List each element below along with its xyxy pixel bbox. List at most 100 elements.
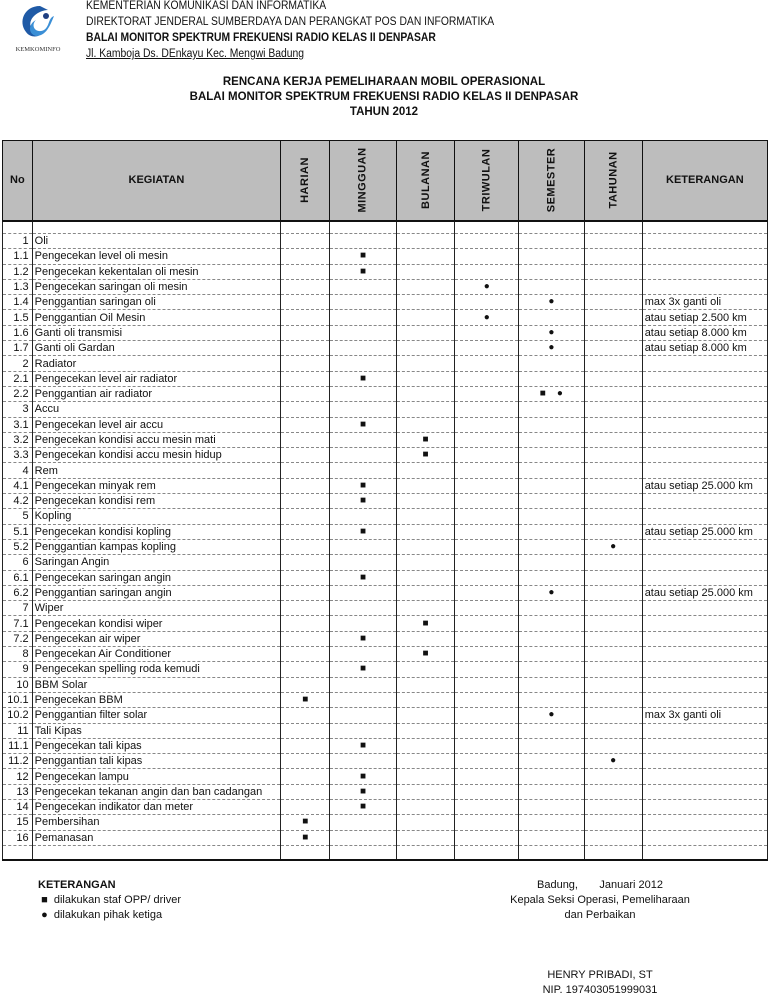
table-row: 1.2 Pengecekan kekentalan oli mesin ■ [2,264,768,280]
mark-harian [280,279,331,296]
mark-triwulan [454,524,520,540]
table-row: 7.2 Pengecekan air wiper ■ [2,631,768,648]
mark-bulanan [395,493,456,510]
row-no: 4 [2,462,33,479]
row-kegiatan: Wiper [31,600,282,617]
table-row: 13 Pengecekan tekanan angin dan ban cadan… [2,784,768,800]
row-keterangan [641,738,768,755]
mark-triwulan [454,646,520,663]
row-keterangan [641,508,768,525]
mark-triwulan [454,661,520,678]
mark-harian: ■ [280,692,331,709]
mark-triwulan [454,707,520,724]
row-keterangan [641,539,768,556]
mark-semester [518,784,585,800]
mark-triwulan: ● [454,309,520,326]
signer-role: Kepala Seksi Operasi, Pemeliharaan [510,894,690,906]
table-row: 6.2 Penggantian saringan angin ● atau setia… [2,585,768,602]
row-no: 12 [2,768,33,785]
mark-semester [518,570,585,586]
mark-semester [518,830,585,846]
row-no: 1.2 [2,264,33,280]
mark-tahunan [583,340,643,357]
mark-tahunan [583,554,643,571]
row-keterangan: atau setiap 8.000 km [641,325,768,342]
row-kegiatan: Pengecekan kondisi accu mesin hidup [31,447,282,464]
row-no: 7.2 [2,631,33,648]
svg-text:KEMKOMINFO: KEMKOMINFO [16,46,61,53]
mark-mingguan [329,355,397,372]
mark-semester [518,279,585,296]
mark-tahunan [583,432,643,449]
mark-harian [280,401,331,418]
mark-triwulan [454,814,520,831]
row-keterangan [641,768,768,785]
mark-tahunan [583,417,643,433]
title-line: BALAI MONITOR SPEKTRUM FREKUENSI RADIO K… [189,91,579,103]
row-kegiatan: Penggantian filter solar [31,707,282,724]
mark-harian [280,340,331,357]
table-row: 12 Pengecekan lampu ■ [2,768,768,785]
mark-semester [518,646,585,663]
mark-semester [518,677,585,693]
mark-mingguan [329,233,397,250]
mark-triwulan [454,554,520,571]
row-no: 2 [2,355,33,372]
row-kegiatan: Pengecekan kondisi kopling [31,524,282,540]
row-no: 14 [2,799,33,816]
square-icon: ■ [41,894,48,906]
signer: HENRY PRIBADI, ST NIP. 197403051999031 [470,968,730,998]
table-row: 1.6 Ganti oli transmisi ● atau setiap 8.000… [2,325,768,342]
mark-triwulan [454,233,520,250]
mark-tahunan [583,279,643,296]
mark-mingguan: ■ [329,799,397,816]
mark-bulanan [395,753,456,770]
empty-row [2,845,768,862]
row-keterangan [641,784,768,800]
mark-harian [280,554,331,571]
row-kegiatan: Pengecekan tali kipas [31,738,282,755]
row-no: 1.6 [2,325,33,342]
mark-triwulan [454,692,520,709]
row-kegiatan: Penggantian tali kipas [31,753,282,770]
row-keterangan [641,631,768,648]
row-no: 3.2 [2,432,33,449]
title-line: RENCANA KERJA PEMELIHARAAN MOBIL OPERASI… [222,76,546,88]
row-no: 3 [2,401,33,418]
mark-harian [280,631,331,648]
mark-bulanan: ■ [395,432,456,449]
mark-tahunan [583,462,643,479]
mark-triwulan [454,585,520,602]
table-row: 10 BBM Solar [2,677,768,693]
mark-semester [518,723,585,739]
mark-tahunan [583,248,643,265]
mark-semester [518,309,585,326]
mark-harian [280,585,331,602]
row-keterangan [641,493,768,510]
row-no: 5 [2,508,33,525]
mark-tahunan [583,493,643,510]
signer-nip: NIP. 197403051999031 [542,984,658,996]
directorate-name: DIREKTORAT JENDERAL SUMBERDAYA DAN PERAN… [86,16,495,28]
row-kegiatan: Penggantian kampas kopling [31,539,282,556]
place-date: Badung, Januari 2012 [537,879,663,891]
mark-bulanan [395,248,456,265]
row-kegiatan: Kopling [31,508,282,525]
row-no: 4.2 [2,493,33,510]
mark-triwulan [454,723,520,739]
mark-triwulan [454,325,520,342]
mark-triwulan [454,248,520,265]
mark-harian [280,753,331,770]
row-kegiatan: Ganti oli transmisi [31,325,282,342]
row-kegiatan: Pengecekan tekanan angin dan ban cadanga… [31,784,282,800]
row-keterangan [641,447,768,464]
mark-bulanan [395,386,456,403]
row-no: 11.1 [2,738,33,755]
signature-block: Badung, Januari 2012 Kepala Seksi Operas… [470,878,730,923]
mark-mingguan [329,830,397,846]
mark-tahunan [583,661,643,678]
row-kegiatan: Pengecekan BBM [31,692,282,709]
mark-harian [280,707,331,724]
col-mingguan: MINGGUAN [329,140,397,221]
letterhead: KEMENTERIAN KOMUNIKASI DAN INFORMATIKA D… [86,0,494,62]
